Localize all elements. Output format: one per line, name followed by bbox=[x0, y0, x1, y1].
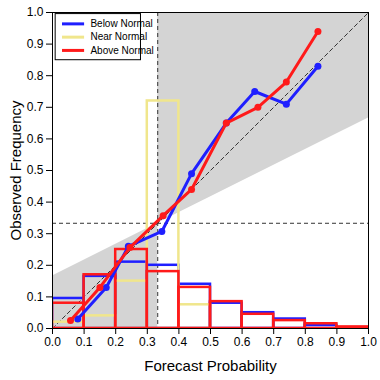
svg-text:0.6: 0.6 bbox=[27, 132, 44, 146]
svg-text:0.7: 0.7 bbox=[27, 100, 44, 114]
svg-text:0.8: 0.8 bbox=[27, 69, 44, 83]
svg-text:0.3: 0.3 bbox=[27, 227, 44, 241]
svg-text:0.7: 0.7 bbox=[265, 335, 282, 349]
svg-text:0.9: 0.9 bbox=[27, 37, 44, 51]
svg-text:Near Normal: Near Normal bbox=[90, 31, 147, 42]
svg-text:0.4: 0.4 bbox=[27, 195, 44, 209]
svg-text:0.4: 0.4 bbox=[171, 335, 188, 349]
svg-text:Below Normal: Below Normal bbox=[90, 18, 152, 29]
svg-text:1.0: 1.0 bbox=[27, 5, 44, 19]
svg-text:1.0: 1.0 bbox=[360, 335, 377, 349]
svg-text:0.6: 0.6 bbox=[234, 335, 251, 349]
svg-text:0.5: 0.5 bbox=[202, 335, 219, 349]
svg-text:0.1: 0.1 bbox=[27, 290, 44, 304]
svg-text:0.2: 0.2 bbox=[27, 258, 44, 272]
svg-text:0.2: 0.2 bbox=[107, 335, 124, 349]
svg-text:0.8: 0.8 bbox=[297, 335, 314, 349]
svg-text:0.0: 0.0 bbox=[44, 335, 61, 349]
svg-text:Forecast Probability: Forecast Probability bbox=[144, 357, 277, 374]
svg-text:0.5: 0.5 bbox=[27, 163, 44, 177]
svg-text:0.0: 0.0 bbox=[27, 321, 44, 335]
svg-text:0.1: 0.1 bbox=[76, 335, 93, 349]
svg-text:0.3: 0.3 bbox=[139, 335, 156, 349]
svg-text:Above Normal: Above Normal bbox=[90, 45, 153, 56]
svg-text:Observed Frequency: Observed Frequency bbox=[7, 100, 24, 241]
svg-text:0.9: 0.9 bbox=[329, 335, 346, 349]
